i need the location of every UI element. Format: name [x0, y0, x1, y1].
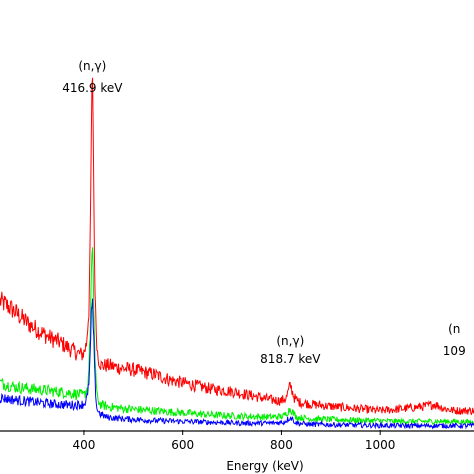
peak-annotation-line: (n,γ)	[78, 59, 106, 73]
peak-annotation-line: (n,γ)	[276, 334, 304, 348]
series-line-1	[0, 247, 474, 426]
peak-annotation-line: 109	[443, 344, 466, 358]
x-axis-ticks: 400 600 800 1000	[72, 430, 396, 452]
peak-annotation-line: (n	[448, 322, 460, 336]
x-tick-label: 400	[72, 438, 95, 452]
series-line-2	[0, 298, 474, 430]
series-layer	[0, 77, 474, 430]
peak-annotation-line: 818.7 keV	[260, 352, 321, 366]
x-axis-label: Energy (keV)	[226, 459, 303, 473]
peak-annotations: (n,γ) 416.9 keV (n,γ) 818.7 keV (n 109	[62, 59, 466, 366]
series-line-0	[0, 77, 474, 416]
x-tick-label: 1000	[365, 438, 396, 452]
x-tick-label: 800	[270, 438, 293, 452]
plot-frame	[0, 430, 474, 432]
x-tick-label: 600	[171, 438, 194, 452]
peak-annotation-line: 416.9 keV	[62, 81, 123, 95]
